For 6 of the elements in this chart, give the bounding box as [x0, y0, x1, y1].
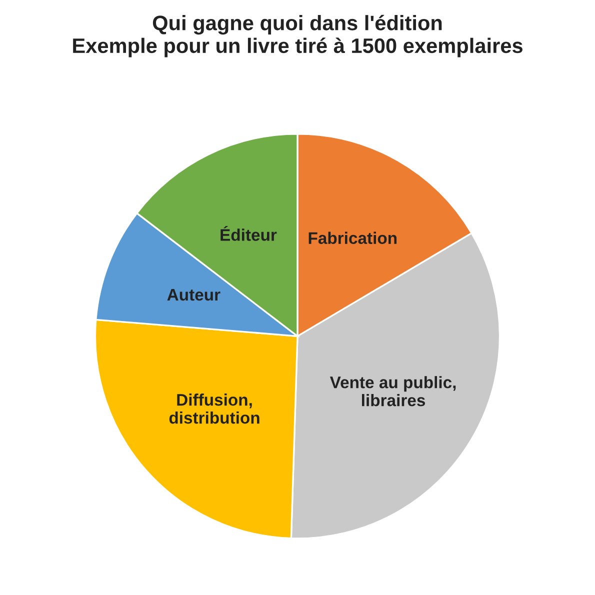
slice-label: Vente au public, libraires — [330, 376, 456, 406]
slice-label: Fabrication — [308, 232, 397, 244]
slice-label: Éditeur — [220, 226, 277, 241]
chart-title: Qui gagne quoi dans l'édition Exemple pour un livre tiré à 1500 exemplaires — [73, 14, 522, 58]
slice-label: Auteur — [167, 289, 220, 301]
slice-label: Diffusion, distribution — [169, 394, 260, 424]
